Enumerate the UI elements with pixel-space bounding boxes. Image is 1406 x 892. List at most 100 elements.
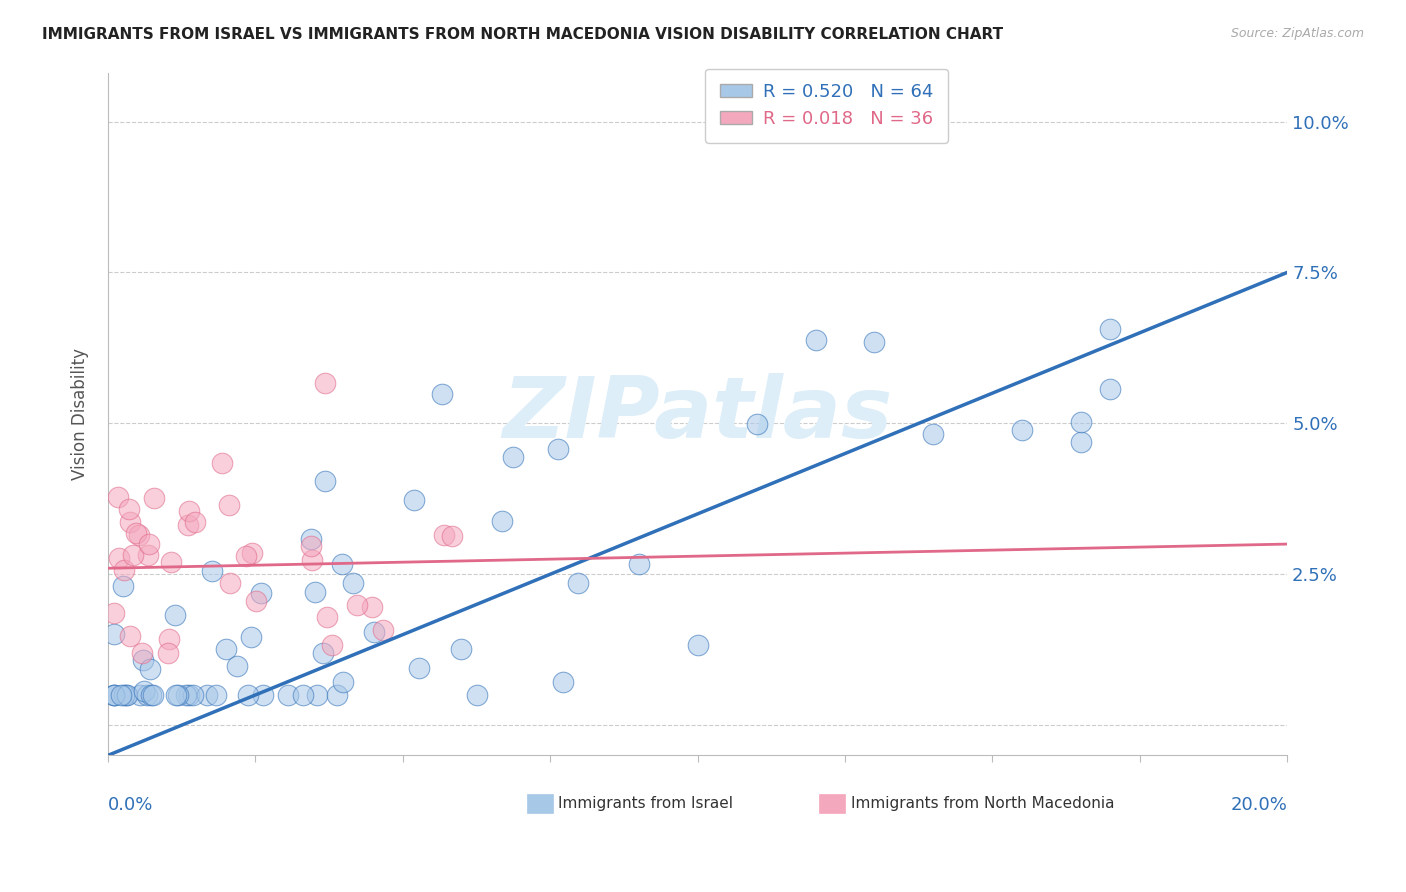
Point: [184, 515, 207, 529]
Point: [177, 504, 200, 518]
Point: [491, 514, 513, 528]
Point: [132, 653, 155, 667]
Point: [103, 626, 125, 640]
Point: [299, 539, 322, 553]
Point: [201, 564, 224, 578]
Point: [804, 333, 827, 347]
Point: [108, 551, 131, 566]
Point: [139, 662, 162, 676]
Point: [371, 624, 394, 638]
Point: [686, 638, 709, 652]
Point: [112, 688, 135, 702]
Text: 20.0%: 20.0%: [1230, 797, 1288, 814]
Point: [165, 688, 187, 702]
Point: [211, 456, 233, 470]
Point: [103, 688, 125, 702]
Point: [291, 688, 314, 702]
Point: [134, 683, 156, 698]
Point: [299, 532, 322, 546]
Point: [136, 688, 159, 702]
Point: [181, 688, 204, 702]
Point: [120, 515, 142, 529]
Bar: [820, 794, 845, 814]
Point: [177, 517, 200, 532]
Point: [112, 579, 135, 593]
Point: [112, 563, 135, 577]
Point: [103, 688, 125, 702]
Text: Immigrants from North Macedonia: Immigrants from North Macedonia: [851, 796, 1115, 811]
Point: [157, 632, 180, 647]
Point: [235, 549, 257, 563]
Text: IMMIGRANTS FROM ISRAEL VS IMMIGRANTS FROM NORTH MACEDONIA VISION DISABILITY CORR: IMMIGRANTS FROM ISRAEL VS IMMIGRANTS FRO…: [42, 27, 1004, 42]
Text: Source: ZipAtlas.com: Source: ZipAtlas.com: [1230, 27, 1364, 40]
Point: [141, 688, 163, 702]
Point: [465, 688, 488, 702]
Point: [177, 688, 200, 702]
Point: [408, 661, 430, 675]
Point: [1011, 423, 1033, 437]
Legend: R = 0.520   N = 64, R = 0.018   N = 36: R = 0.520 N = 64, R = 0.018 N = 36: [706, 69, 948, 143]
Point: [330, 557, 353, 571]
Point: [547, 442, 569, 456]
Point: [205, 688, 228, 702]
Point: [863, 334, 886, 349]
Point: [195, 688, 218, 702]
Point: [215, 642, 238, 657]
Point: [745, 417, 768, 431]
Point: [553, 675, 575, 690]
Point: [1099, 322, 1122, 336]
Point: [1099, 382, 1122, 396]
Point: [160, 555, 183, 569]
Point: [240, 630, 263, 644]
Point: [219, 576, 242, 591]
Point: [326, 688, 349, 702]
Point: [143, 491, 166, 506]
Point: [304, 585, 326, 599]
Point: [250, 586, 273, 600]
Point: [138, 537, 160, 551]
Point: [567, 575, 589, 590]
Point: [114, 688, 136, 702]
Point: [128, 528, 150, 542]
Point: [136, 548, 159, 562]
Point: [440, 529, 463, 543]
Point: [131, 646, 153, 660]
Point: [252, 688, 274, 702]
Point: [115, 688, 138, 702]
Point: [502, 450, 524, 465]
Point: [118, 501, 141, 516]
Point: [225, 659, 247, 673]
Point: [218, 498, 240, 512]
Point: [103, 688, 125, 702]
Text: 0.0%: 0.0%: [108, 797, 153, 814]
Point: [240, 546, 263, 560]
Point: [314, 474, 336, 488]
Point: [321, 638, 343, 652]
Point: [314, 376, 336, 391]
Point: [125, 525, 148, 540]
Point: [1070, 435, 1092, 450]
Point: [430, 387, 453, 401]
Point: [307, 688, 329, 702]
Point: [245, 594, 267, 608]
Point: [238, 688, 260, 702]
Point: [163, 607, 186, 622]
Point: [346, 599, 368, 613]
Point: [342, 575, 364, 590]
Point: [167, 688, 190, 702]
Point: [103, 607, 125, 621]
Point: [107, 491, 129, 505]
Point: [363, 625, 385, 640]
Point: [404, 492, 426, 507]
Point: [122, 548, 145, 562]
Point: [361, 600, 384, 615]
Point: [129, 688, 152, 702]
Bar: [527, 794, 553, 814]
Point: [110, 688, 132, 702]
Point: [315, 610, 337, 624]
Text: Immigrants from Israel: Immigrants from Israel: [558, 796, 734, 811]
Point: [120, 629, 142, 643]
Point: [157, 646, 180, 660]
Point: [312, 646, 335, 660]
Y-axis label: Vision Disability: Vision Disability: [72, 348, 89, 480]
